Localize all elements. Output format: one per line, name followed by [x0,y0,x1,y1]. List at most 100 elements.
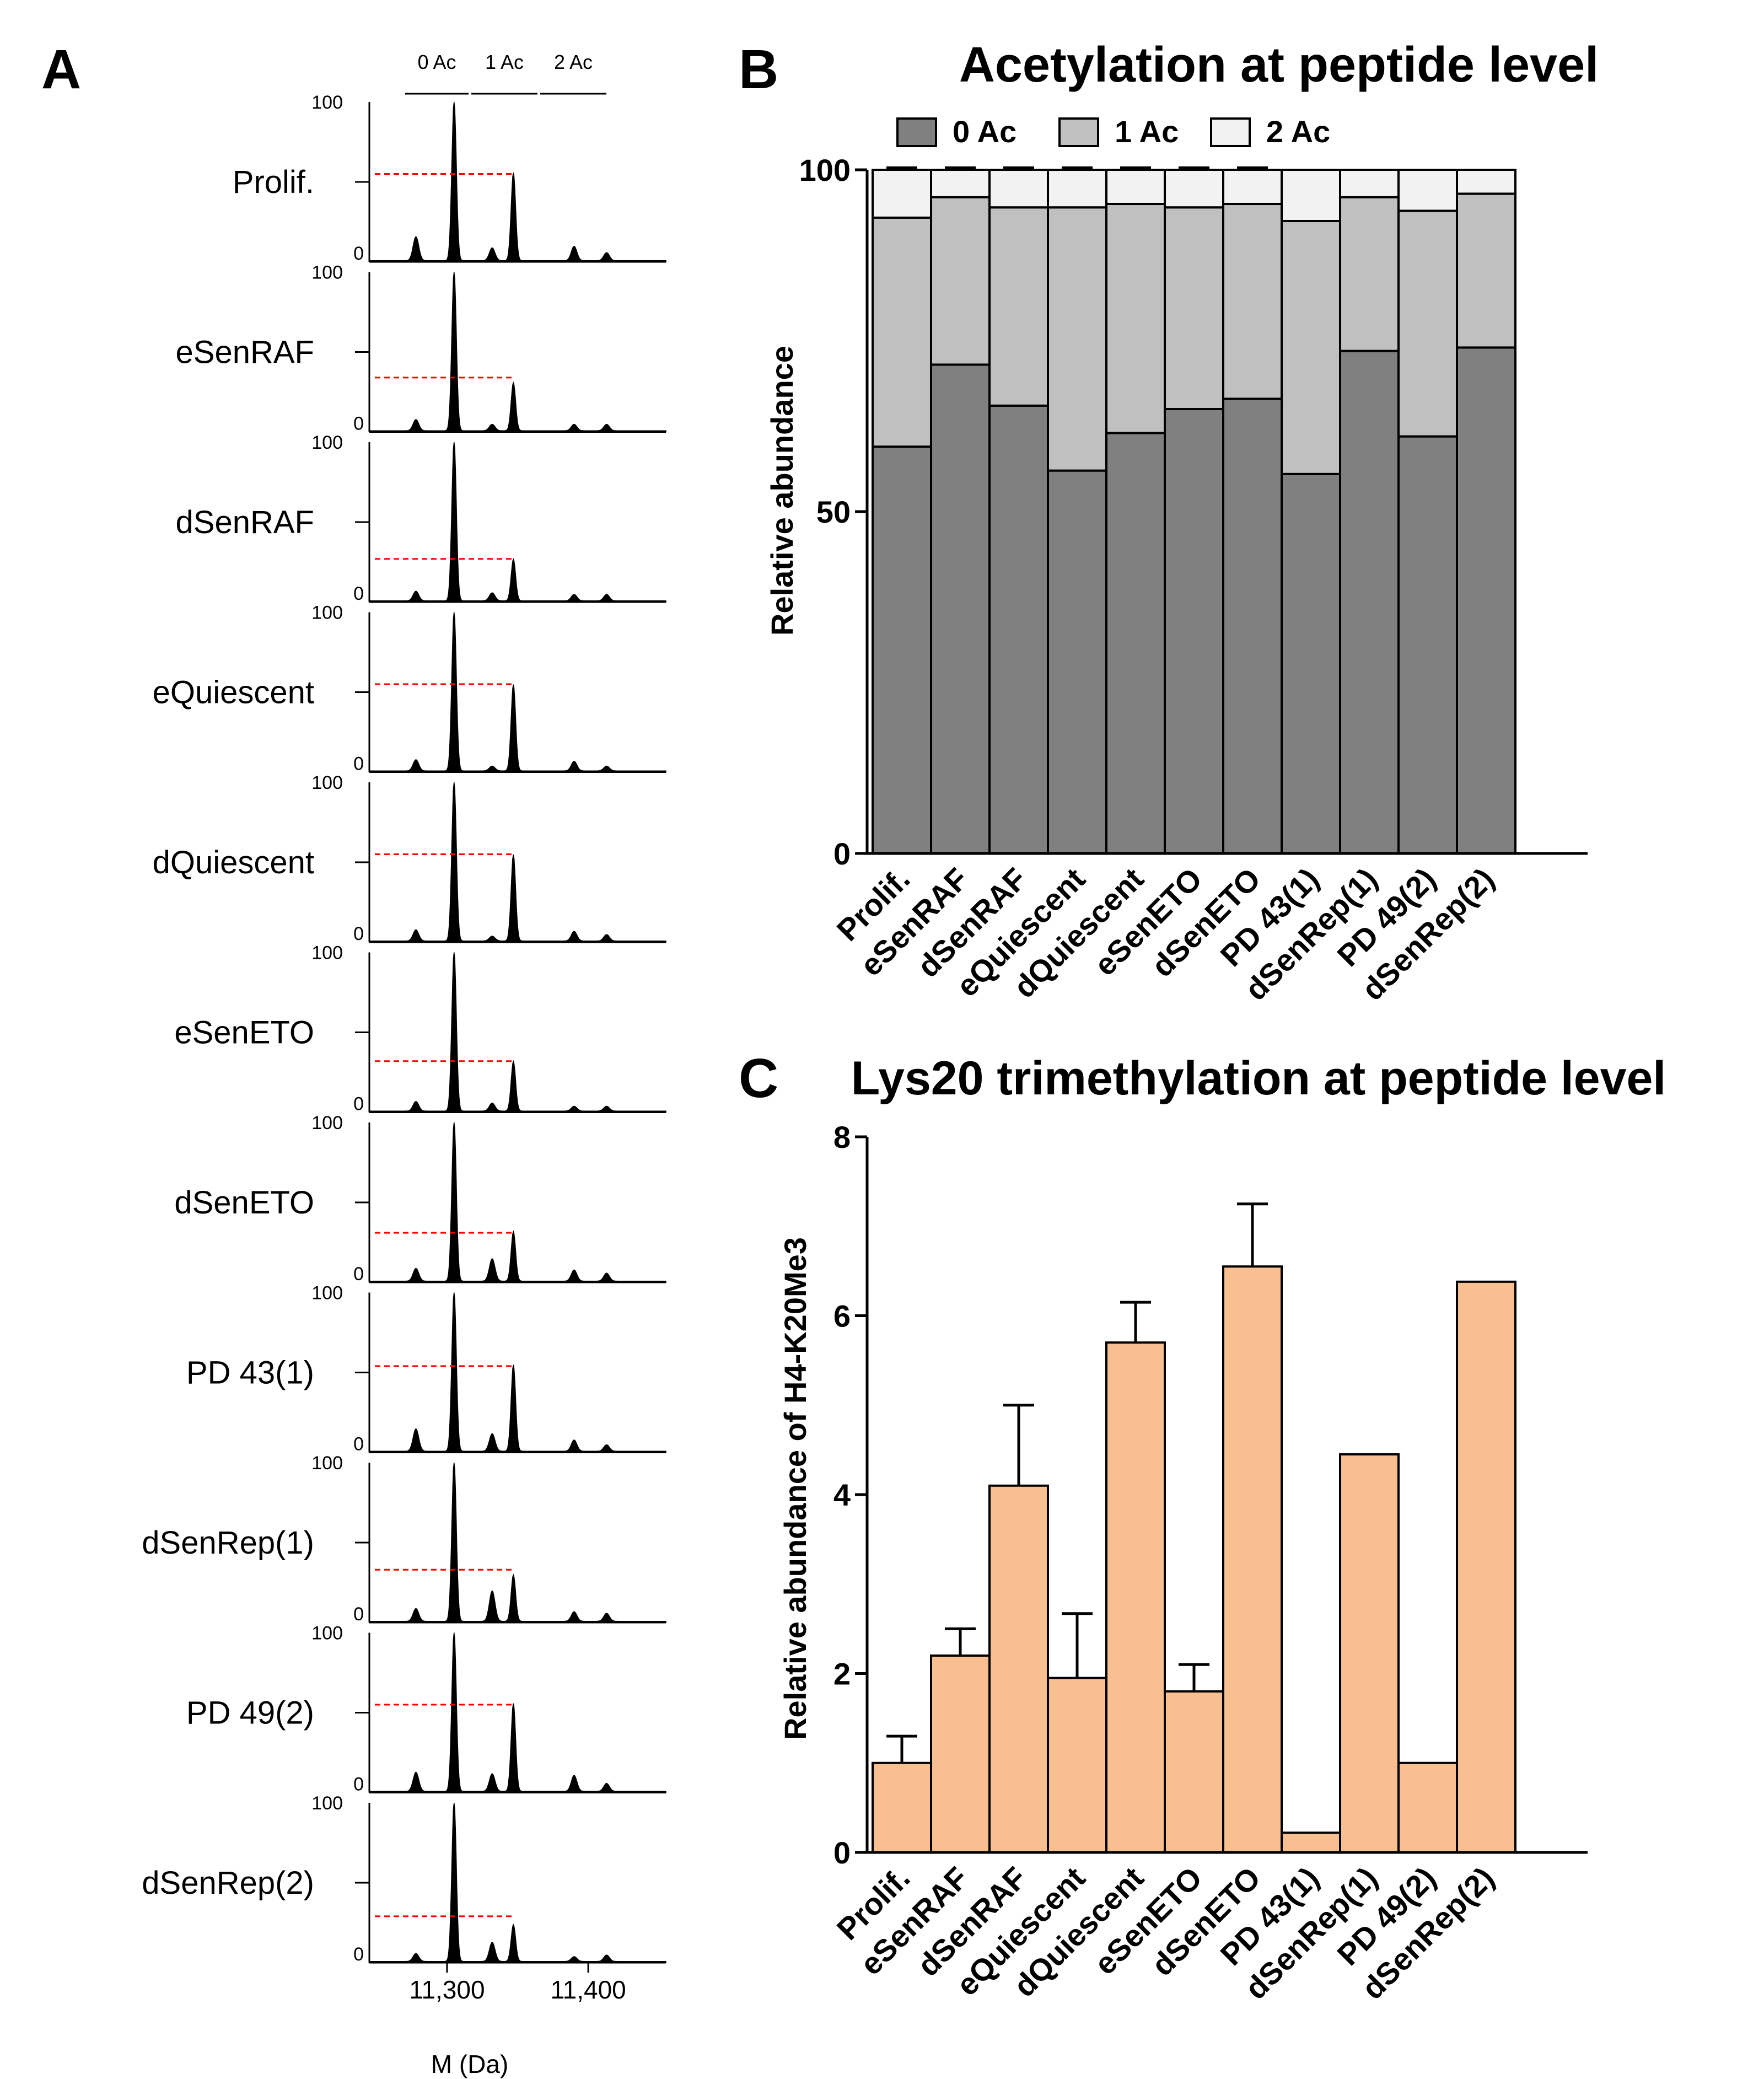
bar-segment-2-ac [1164,169,1224,209]
spectrum-y-tick-100: 100 [311,1283,343,1304]
panel-c-y-tick-label: 6 [833,1299,851,1334]
bar-segment-1-ac [872,216,932,448]
spectrum-trace [369,1292,666,1453]
bar-segment-1-ac [1456,192,1516,349]
panel-c-y-tick-label: 8 [833,1120,851,1154]
bar-h4k20me3 [1281,1831,1341,1854]
spectrum-y-tick-100: 100 [311,432,343,453]
bar-h4k20me3 [1456,1280,1516,1854]
bar-h4k20me3 [1222,1265,1283,1854]
legend-label: 1 Ac [1115,114,1179,149]
spectrum-sample-label: dSenRep(2) [142,1865,314,1901]
panel-a-x-axis: 11,300 11,400 [409,1963,626,2004]
spectrum-y-tick-0: 0 [353,583,364,604]
bar-h4k20me3 [1397,1761,1458,1854]
spectrum-trace [369,1632,666,1793]
spectrum-sample-label: eSenETO [174,1015,314,1051]
bar-segment-0-ac [1164,408,1224,855]
bar-segment-2-ac [1281,169,1341,222]
bar-segment-0-ac [1339,350,1400,855]
spectrum-sample-label: PD 49(2) [186,1695,314,1731]
bar-h4k20me3 [1105,1341,1166,1854]
spectrum-sample-label: dSenRAF [176,504,314,540]
spectrum-y-tick-100: 100 [311,1623,343,1644]
spectrum-y-tick-0: 0 [353,243,364,264]
spectrum-y-tick-100: 100 [311,262,343,283]
spectrum-panel: 100 0 PD 43(1) [186,1283,666,1455]
bar-segment-0-ac [1222,397,1283,855]
spectrum-y-tick-0: 0 [353,413,364,434]
spectrum-trace [369,101,666,262]
spectrum-trace [369,1802,666,1963]
spectrum-panel: 100 0 PD 49(2) [186,1623,666,1795]
bar-segment-1-ac [1339,196,1400,352]
spectrum-sample-label: eSenRAF [176,335,314,370]
spectrum-panel: 100 0 dSenETO [174,1113,666,1285]
bar-segment-2-ac [1222,169,1283,205]
spectrum-trace [369,1122,666,1283]
panel-b-y-axis-label: Relative abundance [765,346,799,636]
bar-h4k20me3 [930,1654,991,1854]
bar-segment-0-ac [988,404,1049,855]
panel-c-y-tick-label: 0 [833,1835,851,1870]
spectrum-panel: 100 0 dSenRep(1) [142,1453,666,1625]
spectrum-y-tick-100: 100 [311,1793,343,1814]
bar-segment-2-ac [872,169,932,219]
spectrum-y-tick-100: 100 [311,772,343,793]
bar-segment-0-ac [1456,346,1516,855]
bar-segment-0-ac [1281,472,1341,855]
bar-segment-2-ac [988,169,1049,209]
panel-b-legend: 0 Ac 1 Ac 2 Ac [896,114,1330,149]
panel-c-y-tick-label: 4 [833,1478,851,1512]
legend-swatch [1058,117,1099,147]
bar-segment-1-ac [1047,206,1107,472]
bar-segment-2-ac [1397,169,1458,212]
spectrum-y-tick-100: 100 [311,943,343,964]
bar-segment-1-ac [1164,206,1224,410]
panel-b-y-tick-label: 0 [833,836,851,871]
bar-h4k20me3 [1047,1677,1107,1854]
spectrum-panel: 100 0 eSenETO [174,943,666,1115]
panel-b-bars [872,166,1516,855]
panel-c-title: Lys20 trimethylation at peptide level [851,1052,1666,1105]
bar-h4k20me3 [872,1761,932,1854]
panel-b-label: B [739,39,778,100]
legend-swatch [896,117,937,147]
panel-a-spectra: 100 0 Prolif. 100 0 eSenRAF 100 0 dSenRAF 100 0 eQu… [142,92,666,1965]
spectrum-y-tick-0: 0 [353,1774,364,1795]
bar-h4k20me3 [1339,1453,1400,1854]
legend-label: 0 Ac [953,114,1017,149]
bar-h4k20me3 [1164,1690,1224,1854]
spectrum-y-tick-0: 0 [353,923,364,944]
spectrum-panel: 100 0 Prolif. [233,92,666,264]
panel-c-bars [872,1202,1516,1854]
legend-label: 2 Ac [1266,114,1330,149]
bar-segment-1-ac [1281,220,1341,475]
bar-segment-2-ac [1047,169,1107,209]
panel-a-header-label: 1 Ac [485,51,524,73]
spectrum-sample-label: PD 43(1) [186,1355,314,1391]
spectrum-trace [369,272,666,433]
spectrum-trace [369,612,666,773]
panel-a-x-tick-label: 11,400 [550,1975,626,2004]
panel-a-x-tick-label: 11,300 [409,1975,485,2004]
panel-b-y-tick-label: 100 [799,153,851,187]
panel-a-header-label: 2 Ac [554,51,593,73]
spectrum-trace [369,782,666,943]
legend-swatch [1210,117,1251,147]
spectrum-y-tick-0: 0 [353,754,364,775]
bar-segment-0-ac [1047,469,1107,855]
bar-segment-2-ac [1105,169,1166,205]
bar-segment-1-ac [1222,203,1283,400]
spectrum-y-tick-100: 100 [311,1113,343,1133]
spectrum-sample-label: dSenRep(1) [142,1525,314,1561]
spectrum-sample-label: eQuiescent [153,675,314,711]
spectrum-trace [369,952,666,1113]
bar-segment-2-ac [930,169,991,198]
spectrum-panel: 100 0 eSenRAF [176,262,666,434]
bar-segment-2-ac [1456,169,1516,195]
spectrum-y-tick-0: 0 [353,1264,364,1285]
panel-b-y-tick-label: 50 [816,495,851,529]
bar-segment-1-ac [930,196,991,366]
spectrum-y-tick-0: 0 [353,1604,364,1625]
